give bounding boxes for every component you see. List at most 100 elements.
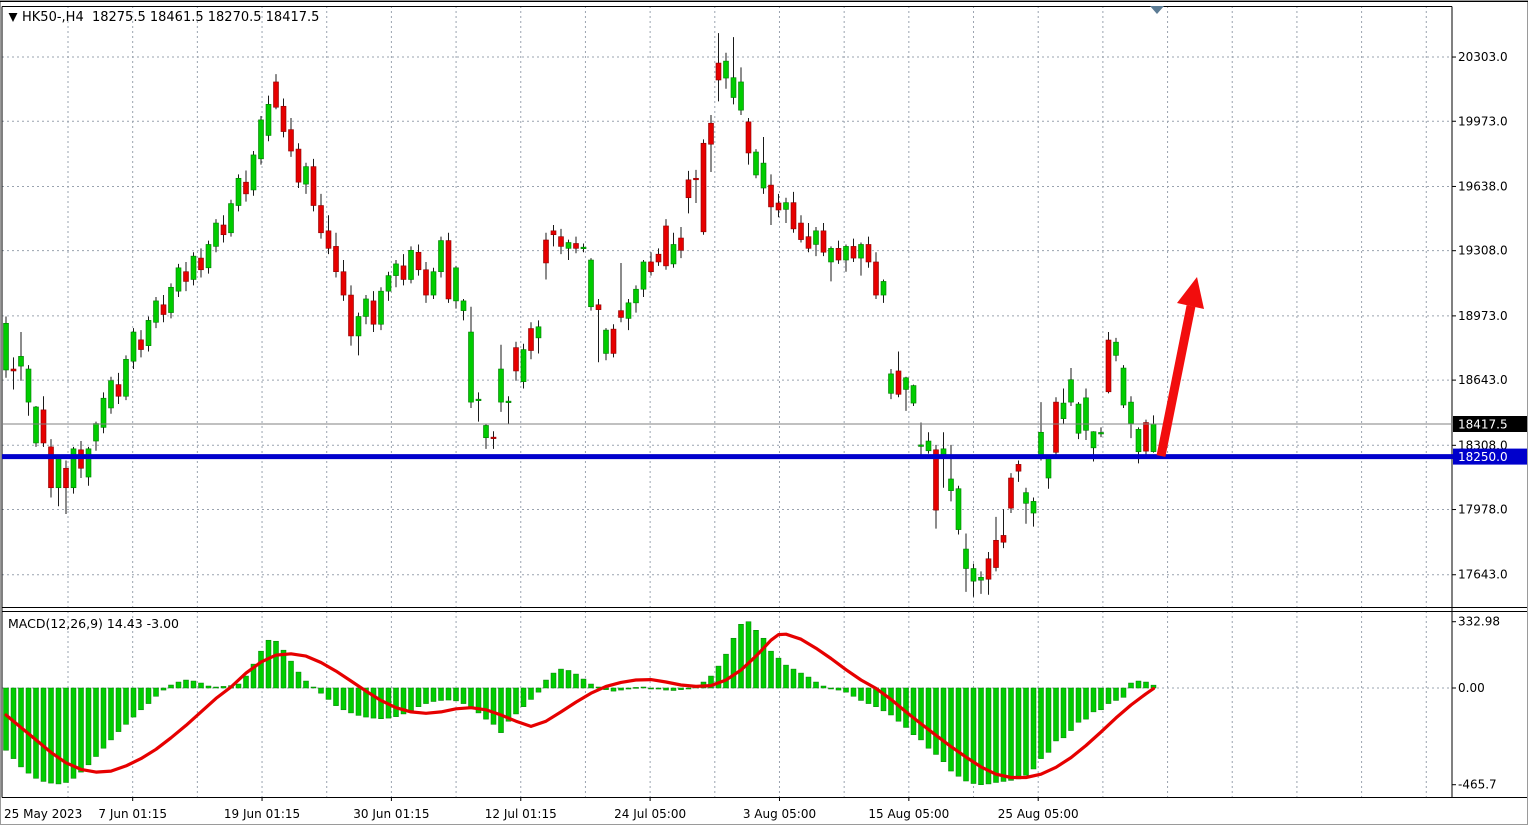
candle [820, 230, 827, 253]
candle [603, 329, 609, 354]
candle [828, 248, 834, 263]
time-axis[interactable]: 25 May 2023 7 Jun 01:15 19 Jun 01:15 30 Jun… [4, 797, 1079, 821]
candle [738, 81, 744, 111]
candle [445, 240, 452, 300]
macd-axis[interactable]: 332.98 0.00 -465.7 [1452, 615, 1500, 792]
candle [963, 548, 969, 569]
candle [918, 444, 924, 447]
candle [303, 166, 309, 185]
candle [753, 151, 759, 176]
candle [1030, 501, 1037, 514]
candle [220, 224, 227, 236]
price-axis-label: 20303.0 [1458, 50, 1508, 64]
macd-axis-label: 0.00 [1458, 681, 1485, 695]
candle [910, 385, 917, 404]
candle [1083, 397, 1089, 431]
candle [145, 320, 152, 346]
candle [895, 370, 902, 395]
candle [415, 251, 422, 271]
candle [325, 230, 332, 249]
candle [250, 154, 257, 191]
candle [205, 244, 212, 269]
candle [1045, 456, 1052, 479]
candle [693, 177, 699, 181]
candle [835, 248, 842, 261]
candle [843, 246, 849, 261]
candle [258, 119, 264, 160]
candle [903, 377, 909, 390]
candle [280, 105, 287, 132]
candle [378, 290, 384, 325]
candle [805, 236, 812, 249]
price-axis-label: 19973.0 [1458, 114, 1508, 128]
time-axis-label: 12 Jul 01:15 [485, 807, 557, 821]
candle [138, 339, 144, 350]
candle [790, 202, 797, 230]
macd-histogram [3, 621, 1157, 785]
candle [1135, 429, 1142, 453]
panel-borders [0, 1, 1528, 798]
current-price-tag: 18417.5 [1453, 416, 1527, 432]
candle [438, 240, 444, 273]
time-axis-label: 30 Jun 01:15 [353, 807, 429, 821]
candle [190, 255, 197, 280]
candle [295, 148, 302, 183]
candle [1038, 431, 1044, 457]
candle [588, 259, 594, 308]
svg-text:18250.0: 18250.0 [1458, 450, 1508, 464]
candle [63, 467, 69, 489]
candle [573, 243, 579, 249]
candle [865, 244, 872, 263]
candle [400, 265, 407, 280]
candle [955, 488, 962, 530]
price-axis-label: 18973.0 [1458, 309, 1508, 323]
symbol-dropdown-icon[interactable]: ▼ [8, 10, 18, 25]
candle [130, 331, 137, 362]
candle [685, 179, 692, 199]
candle [783, 202, 789, 210]
candle [1008, 477, 1014, 509]
candle [273, 81, 279, 108]
candle [798, 222, 804, 240]
candle [1113, 341, 1119, 356]
candle [978, 576, 984, 581]
candle [1015, 464, 1022, 472]
candle [213, 222, 219, 247]
macd-indicator-label: MACD(12,26,9) 14.43 -3.00 [8, 616, 180, 631]
candle [700, 142, 707, 233]
price-axis-label: 17978.0 [1458, 503, 1508, 517]
trend-arrow-annotation[interactable] [1156, 277, 1204, 457]
price-axis-label: 19638.0 [1458, 179, 1508, 193]
candle [363, 298, 369, 317]
candle [520, 349, 527, 382]
candle [40, 409, 47, 444]
candle [565, 242, 572, 249]
candle [175, 267, 182, 292]
candle [18, 356, 24, 367]
candle [505, 400, 512, 403]
candle [558, 236, 564, 247]
candle [108, 380, 114, 409]
candle [1098, 432, 1104, 435]
candle [760, 162, 767, 189]
candle [48, 446, 54, 489]
candle [423, 269, 429, 296]
candle [715, 62, 722, 81]
candle [85, 448, 92, 478]
level-price-tag: 18250.0 [1453, 448, 1527, 465]
candle [1120, 367, 1127, 406]
candle [1090, 431, 1097, 449]
candle [490, 436, 497, 439]
candle [468, 331, 474, 403]
candle [115, 384, 122, 397]
candle [348, 294, 354, 337]
candle [610, 328, 617, 354]
candle [985, 558, 992, 580]
candle [498, 368, 504, 403]
candle [70, 448, 77, 489]
candle [970, 568, 977, 582]
candlestick-series[interactable] [3, 33, 1157, 597]
candle [925, 440, 932, 452]
